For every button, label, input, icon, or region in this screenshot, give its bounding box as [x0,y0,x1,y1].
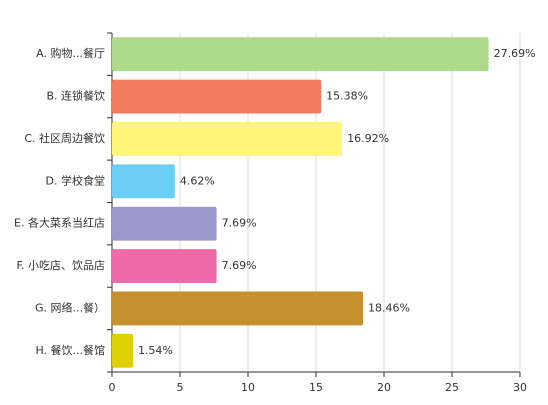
x-tick-label: 30 [513,381,527,394]
value-label: 18.46% [368,301,410,314]
y-tick-label: H. 餐饮...餐馆 [35,343,105,357]
value-label: 7.69% [222,259,257,272]
bar [112,249,217,284]
bar [112,79,322,114]
y-tick-label: E. 各大菜系当红店 [14,216,105,230]
y-tick-label: D. 学校食堂 [46,173,105,187]
bar [112,206,217,241]
value-label: 1.54% [138,344,173,357]
bar [112,121,343,156]
bar [112,37,489,72]
x-tick-label: 0 [109,381,116,394]
value-label: 16.92% [347,132,389,145]
y-tick-label: C. 社区周边餐饮 [24,131,105,145]
value-label: 4.62% [180,174,215,187]
value-label: 27.69% [494,47,536,60]
y-tick-label: G. 网络...餐） [35,300,105,314]
x-tick-label: 25 [445,381,459,394]
y-tick-label: A. 购物...餐厅 [36,46,105,60]
bar [112,333,133,368]
bar [112,291,364,326]
x-tick-label: 10 [241,381,255,394]
y-tick-label: F. 小吃店、饮品店 [16,258,105,272]
x-tick-label: 20 [377,381,391,394]
x-tick-label: 5 [177,381,184,394]
value-label: 7.69% [222,217,257,230]
y-tick-label: B. 连锁餐饮 [46,89,105,103]
x-tick-label: 15 [309,381,323,394]
bar [112,164,175,199]
value-label: 15.38% [326,90,368,103]
